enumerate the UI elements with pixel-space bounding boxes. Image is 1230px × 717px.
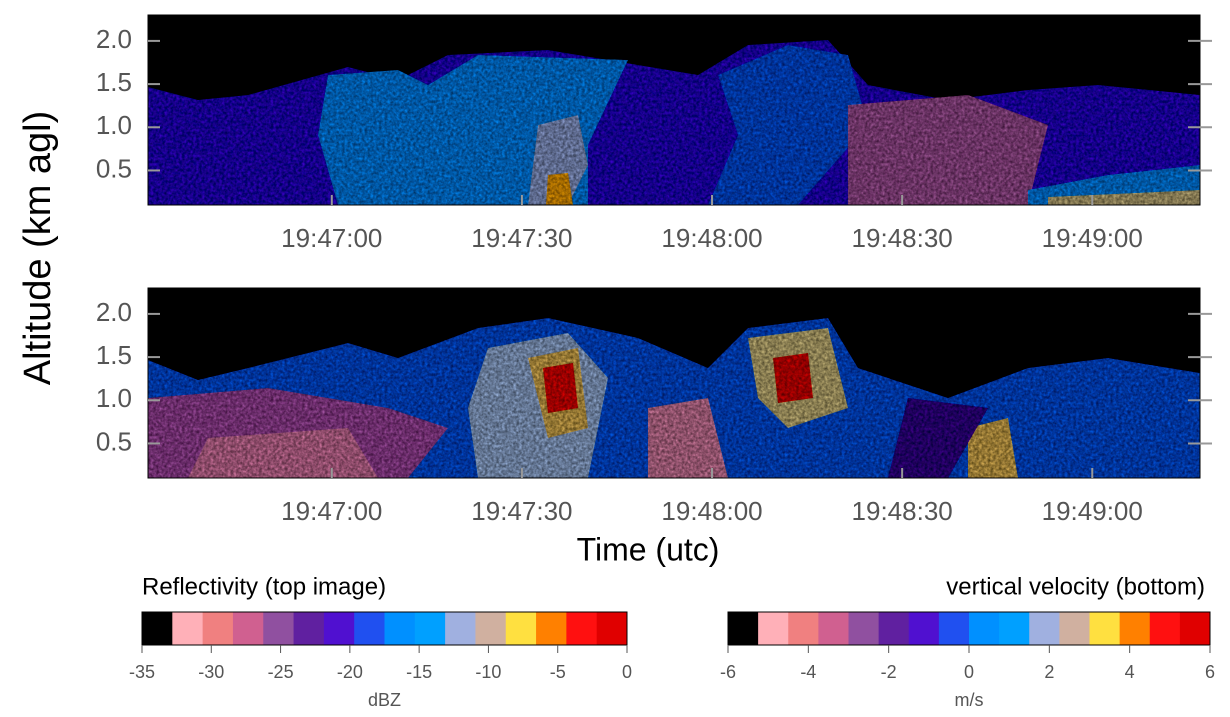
colorbar-swatch xyxy=(788,612,819,645)
colorbar-swatch xyxy=(232,612,264,645)
colorbar-unit: dBZ xyxy=(368,690,401,710)
colorbar-swatch xyxy=(263,612,295,645)
y-tick-label: 1.5 xyxy=(96,67,132,97)
colorbar-tick-label: -2 xyxy=(881,662,897,682)
x-tick-label: 19:48:00 xyxy=(661,496,762,526)
colorbar-swatch xyxy=(536,612,567,645)
colorbar-tick-label: 6 xyxy=(1205,662,1215,682)
colorbar-swatch xyxy=(999,612,1030,645)
x-tick-label: 19:48:00 xyxy=(661,223,762,253)
colorbar-swatch xyxy=(908,612,940,645)
colorbar-tick-label: 0 xyxy=(622,662,632,682)
colorbar-tick-label: -5 xyxy=(550,662,566,682)
colorbar-swatch xyxy=(1179,612,1211,645)
y-tick-label: 1.0 xyxy=(96,110,132,140)
colorbar-tick-label: 0 xyxy=(964,662,974,682)
y-tick-label: 1.5 xyxy=(96,340,132,370)
colorbar-swatch xyxy=(1149,612,1181,645)
colorbar-swatch xyxy=(172,612,204,645)
colorbar-swatch xyxy=(728,612,759,645)
colorbar-swatch xyxy=(818,612,849,645)
colorbar-swatch xyxy=(566,612,598,645)
x-tick-label: 19:49:00 xyxy=(1042,496,1143,526)
x-tick-label: 19:48:30 xyxy=(852,223,953,253)
colorbar-frame xyxy=(141,611,628,646)
colorbar-tick-label: 2 xyxy=(1044,662,1054,682)
colorbar-tick-label: -35 xyxy=(129,662,155,682)
colorbar-swatch xyxy=(878,612,910,645)
y-tick-label: 2.0 xyxy=(96,24,132,54)
colorbar-swatch xyxy=(969,612,1000,645)
colorbar-tick-label: -25 xyxy=(268,662,294,682)
colorbar-tick-label: -10 xyxy=(475,662,501,682)
y-tick-label: 0.5 xyxy=(96,153,132,183)
colorbar-swatch xyxy=(1119,612,1151,645)
colorbar-swatch xyxy=(293,612,325,645)
x-tick-label: 19:47:30 xyxy=(471,223,572,253)
colorbar-swatch xyxy=(1089,612,1121,645)
x-tick-label: 19:49:00 xyxy=(1042,223,1143,253)
x-tick-label: 19:47:30 xyxy=(471,496,572,526)
colorbar-swatch xyxy=(384,612,416,645)
colorbar-tick-label: 4 xyxy=(1125,662,1135,682)
x-tick-label: 19:48:30 xyxy=(852,496,953,526)
colorbar-swatch xyxy=(938,612,970,645)
colorbar-swatch xyxy=(202,612,234,645)
colorbar-swatch xyxy=(445,612,476,645)
y-tick-label: 2.0 xyxy=(96,297,132,327)
colorbar-swatch xyxy=(354,612,385,645)
x-tick-label: 19:47:00 xyxy=(281,223,382,253)
radar-image-top xyxy=(148,15,1200,205)
colorbar-swatch xyxy=(596,612,628,645)
colorbar-swatch xyxy=(142,612,173,645)
y-axis-label: Altitude (km agl) xyxy=(17,111,59,386)
colorbar-swatch xyxy=(505,612,537,645)
colorbar-swatch xyxy=(475,612,507,645)
y-tick-label: 0.5 xyxy=(96,426,132,456)
colorbar-tick-label: -6 xyxy=(720,662,736,682)
plot-frame xyxy=(147,14,1201,206)
y-tick-label: 1.0 xyxy=(96,383,132,413)
colorbar-title: vertical velocity (bottom) xyxy=(946,573,1205,600)
colorbar-title: Reflectivity (top image) xyxy=(142,573,386,600)
colorbar-swatch xyxy=(323,612,355,645)
plot-frame xyxy=(147,287,1201,479)
colorbar-swatch xyxy=(414,612,446,645)
colorbar-tick-label: -20 xyxy=(337,662,363,682)
radar-image-bottom xyxy=(148,288,1200,478)
colorbar-swatch xyxy=(848,612,880,645)
colorbar-swatch xyxy=(1029,612,1060,645)
colorbar-tick-label: -30 xyxy=(198,662,224,682)
colorbar-unit: m/s xyxy=(955,690,984,710)
x-axis-label: Time (utc) xyxy=(577,531,720,567)
colorbar-tick-label: -15 xyxy=(406,662,432,682)
x-tick-label: 19:47:00 xyxy=(281,496,382,526)
colorbar-swatch xyxy=(1059,612,1090,645)
colorbar-swatch xyxy=(758,612,789,645)
colorbar-tick-label: -4 xyxy=(800,662,816,682)
